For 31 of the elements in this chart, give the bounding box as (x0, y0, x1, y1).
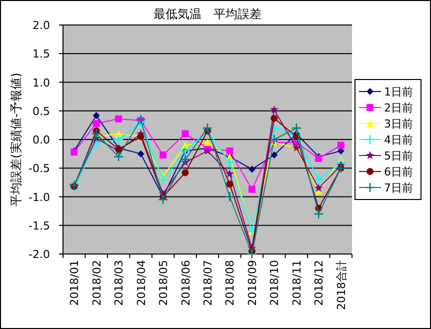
x-tick-label: 2018/07 (202, 260, 214, 306)
legend-label: 2日前 (384, 102, 413, 114)
legend-label: 5日前 (384, 150, 413, 162)
y-tick-label: 0.0 (32, 134, 50, 146)
y-tick-label: -1.0 (28, 190, 50, 204)
y-tick-label: 2.0 (32, 19, 50, 32)
x-tick-label: 2018/10 (268, 260, 282, 306)
y-tick-label: -0.5 (28, 162, 50, 176)
x-tick-label: 2018/11 (290, 260, 304, 306)
y-tick-label: 0.5 (32, 104, 50, 118)
y-tick-label: -2.0 (28, 248, 50, 261)
y-axis-title: 平均誤差(実績値-予報値) (9, 72, 23, 206)
y-tick-label: -1.5 (28, 219, 50, 232)
legend-label: 1日前 (384, 86, 413, 98)
x-tick-label: 2018/02 (90, 260, 104, 306)
x-tick-label: 2018合計 (334, 260, 348, 310)
x-tick-label: 2018/03 (112, 260, 126, 306)
x-tick-label: 2018/09 (246, 260, 259, 306)
legend-label: 3日前 (384, 118, 413, 130)
x-tick-label: 2018/05 (157, 260, 170, 306)
x-tick-label: 2018/04 (134, 260, 148, 306)
y-tick-label: 1.5 (32, 48, 50, 61)
x-tick-label: 2018/12 (312, 260, 326, 306)
y-tick-label: 1.0 (32, 76, 50, 90)
legend-label: 6日前 (384, 166, 413, 178)
legend-label: 4日前 (384, 134, 413, 146)
legend-label: 7日前 (384, 182, 413, 194)
x-tick-label: 2018/01 (68, 260, 82, 306)
chart-title: 最低気温 平均誤差 (154, 7, 262, 21)
x-tick-label: 2018/06 (179, 260, 192, 306)
x-tick-label: 2018/08 (224, 260, 237, 306)
